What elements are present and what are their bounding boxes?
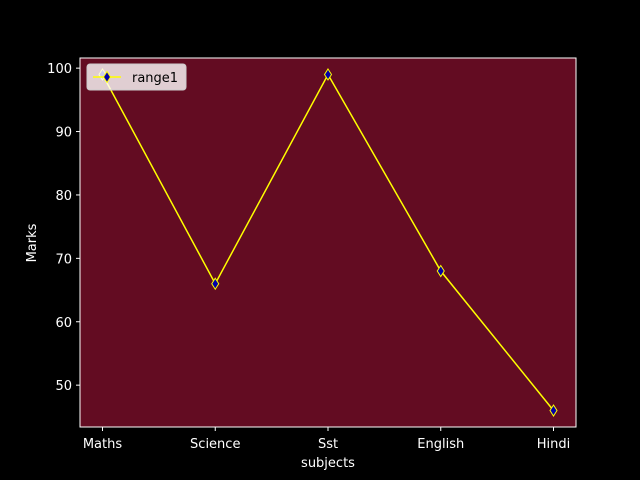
x-axis-label: subjects <box>301 456 355 471</box>
legend-box <box>86 63 187 91</box>
x-tick-label: Maths <box>83 437 123 452</box>
x-tick-label: Sst <box>318 437 338 452</box>
plot-area <box>79 57 577 428</box>
x-tick-label: Hindi <box>537 437 571 452</box>
data-point <box>549 404 558 417</box>
y-tick-label: 80 <box>55 189 72 204</box>
x-tick-label: Science <box>190 437 240 452</box>
legend-marker-sample <box>102 70 112 84</box>
data-point <box>436 264 445 278</box>
data-point <box>323 68 333 81</box>
y-tick-label: 100 <box>47 62 72 77</box>
y-tick-label: 50 <box>55 379 72 394</box>
y-axis: 50 60 70 80 90 100 <box>47 62 80 394</box>
y-axis-label: Marks <box>25 223 40 262</box>
y-tick-label: 70 <box>55 252 72 267</box>
legend: range1 <box>86 63 187 91</box>
x-axis: Maths Science Sst English Hindi <box>83 427 570 452</box>
legend-label: range1 <box>132 71 178 86</box>
x-tick-label: English <box>417 437 464 452</box>
data-point <box>211 277 220 291</box>
y-tick-label: 90 <box>55 126 72 141</box>
y-tick-label: 60 <box>55 316 72 331</box>
